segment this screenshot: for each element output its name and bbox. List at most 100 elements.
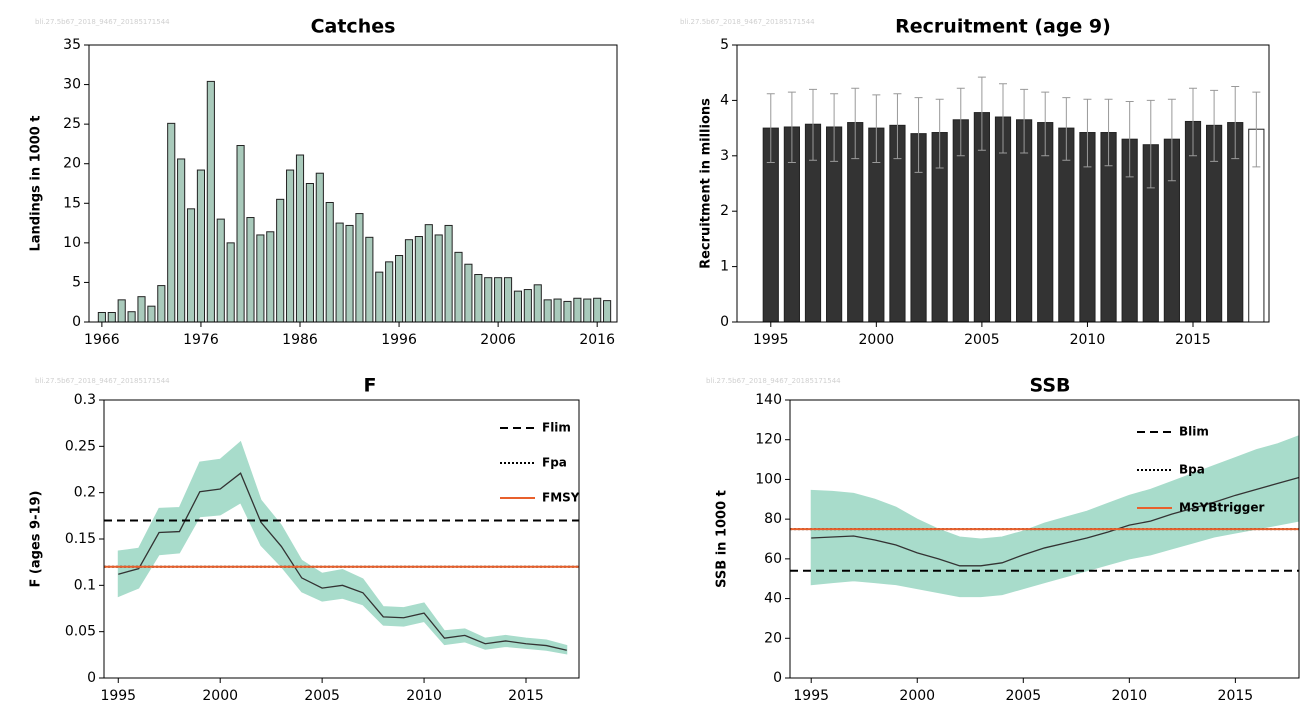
bar: [137, 296, 146, 323]
legend-label: Flim: [542, 421, 571, 435]
y-tick-label: 40: [764, 591, 782, 607]
error-bar: [1167, 98, 1176, 182]
bar: [216, 218, 225, 323]
chart-title: SSB: [1030, 375, 1071, 397]
bar: [117, 299, 126, 323]
line: [118, 472, 567, 651]
bar: [494, 277, 503, 323]
watermark: bli.27.5b67_2018_9467_20185171544: [706, 377, 841, 385]
bar: [404, 239, 414, 323]
y-tick-label: 0.1: [74, 577, 96, 593]
y-tick-label: 0.15: [65, 531, 96, 547]
x-tick-label: 2015: [1175, 332, 1211, 348]
chart-title: F: [364, 375, 377, 397]
bar: [295, 154, 305, 323]
bar: [305, 183, 314, 323]
bar: [147, 305, 156, 323]
x-tick-label: 2015: [508, 688, 544, 704]
y-axis-label: Recruitment in millions: [699, 98, 714, 269]
x-tick-label: 1986: [282, 332, 318, 348]
bar: [375, 271, 384, 323]
plot-frame: [103, 399, 580, 679]
y-tick-label: 100: [755, 471, 782, 487]
bar: [434, 234, 443, 323]
y-tick-label: 60: [764, 551, 782, 567]
x-tick-label: 2015: [1218, 688, 1254, 704]
error-bar: [956, 87, 965, 157]
bar: [543, 299, 552, 323]
plot-frame: [736, 44, 1270, 323]
error-bar: [872, 94, 881, 163]
bar: [256, 234, 265, 323]
y-tick-label: 4: [720, 92, 729, 108]
y-tick-label: 15: [63, 195, 81, 211]
bar: [414, 236, 423, 323]
y-tick-label: 0: [72, 314, 81, 330]
confidence-band: [117, 440, 568, 655]
legend-label: Fpa: [542, 456, 567, 470]
x-tick-label: 2005: [1005, 688, 1041, 704]
y-tick-label: 0.25: [65, 438, 96, 454]
bar: [484, 277, 493, 323]
error-bar: [851, 87, 860, 160]
y-tick-label: 0.05: [65, 624, 96, 640]
bar: [444, 224, 453, 323]
y-axis-label: SSB in 1000 t: [715, 490, 730, 588]
bar: [533, 284, 542, 323]
y-tick-label: 20: [63, 156, 81, 172]
bar: [474, 274, 483, 323]
error-bar: [1210, 89, 1219, 162]
plot-frame: [88, 44, 618, 323]
x-tick-label: 2005: [304, 688, 340, 704]
error-bar: [914, 97, 923, 173]
error-bar: [893, 93, 902, 160]
error-bar: [1104, 98, 1113, 167]
error-bar: [1146, 99, 1155, 189]
bar: [553, 298, 562, 323]
bar: [177, 158, 186, 323]
bar: [583, 298, 592, 323]
error-bar: [977, 76, 986, 151]
bar: [276, 198, 285, 323]
x-tick-label: 1976: [183, 332, 219, 348]
x-tick-label: 1996: [381, 332, 417, 348]
error-bar: [1231, 86, 1240, 160]
x-tick-label: 2010: [1112, 688, 1148, 704]
legend-label: Blim: [1179, 425, 1209, 439]
y-tick-label: 10: [63, 235, 81, 251]
bar: [315, 172, 324, 323]
bar: [226, 242, 235, 323]
watermark: bli.27.5b67_2018_9467_20185171544: [35, 377, 170, 385]
x-tick-label: 2016: [579, 332, 615, 348]
y-axis-label: F (ages 9-19): [29, 491, 44, 588]
bar: [503, 277, 513, 323]
bar: [196, 169, 206, 323]
bar: [286, 169, 295, 323]
y-tick-label: 30: [63, 77, 81, 93]
error-bar: [1125, 101, 1134, 178]
chart-title: Catches: [311, 16, 396, 38]
x-tick-label: 1995: [100, 688, 136, 704]
bar: [107, 312, 116, 323]
y-tick-label: 0.2: [74, 485, 96, 501]
error-bar: [1189, 87, 1197, 157]
error-bar: [1252, 91, 1261, 168]
bar: [355, 213, 364, 323]
x-tick-label: 2010: [406, 688, 442, 704]
bar: [236, 145, 245, 323]
x-tick-label: 1995: [793, 688, 829, 704]
error-bar: [935, 98, 944, 169]
watermark: bli.27.5b67_2018_9467_20185171544: [680, 18, 815, 26]
bar: [325, 201, 334, 323]
y-tick-label: 5: [720, 37, 729, 53]
bar: [603, 300, 612, 323]
bar: [464, 263, 473, 323]
bar: [365, 236, 374, 323]
bar: [335, 222, 344, 323]
x-tick-label: 2006: [480, 332, 516, 348]
watermark: bli.27.5b67_2018_9467_20185171544: [35, 18, 170, 26]
bar: [266, 231, 275, 323]
y-tick-label: 2: [720, 203, 729, 219]
confidence-band: [810, 435, 1300, 598]
